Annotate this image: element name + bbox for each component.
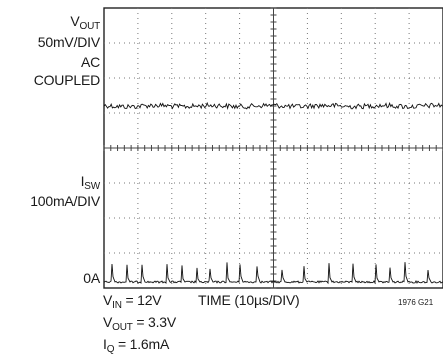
vout-trace [103, 101, 443, 110]
isw-label-sub: SW [84, 181, 100, 192]
vout-label-main: V [70, 13, 80, 29]
isw-scale-label: 100mA/DIV [30, 193, 100, 209]
traces [103, 101, 443, 285]
vout-label-sub: OUT [79, 21, 100, 32]
vout-scale-label: 50mV/DIV [37, 34, 100, 50]
vout-ac-label: AC [80, 54, 100, 70]
vin-sub: IN [112, 300, 122, 311]
zero-amp-label: 0A [83, 270, 100, 286]
vout-label: VOUT [70, 13, 100, 32]
vin-label: VIN = 12V [103, 292, 162, 311]
vout2-value: = 3.3V [132, 314, 177, 330]
iq-value: = 1.6mA [114, 336, 170, 352]
iq-sub: Q [106, 344, 115, 355]
iq-condition-label: IQ = 1.6mA [103, 336, 170, 355]
isw-trace [103, 262, 443, 285]
vout-condition-label: VOUT = 3.3V [103, 314, 177, 333]
grid [103, 7, 443, 289]
isw-label-main: I [80, 173, 85, 189]
isw-label: ISW [80, 173, 101, 192]
vin-value: = 12V [121, 292, 162, 308]
vout2-main: V [103, 314, 113, 330]
iq-main: I [103, 336, 107, 352]
vout-coupled-label: COUPLED [33, 72, 100, 88]
figure-id: 1976 G21 [398, 298, 434, 307]
vout2-sub: OUT [112, 322, 133, 333]
vin-main: V [103, 292, 113, 308]
time-scale-label: TIME (10µs/DIV) [198, 292, 300, 308]
